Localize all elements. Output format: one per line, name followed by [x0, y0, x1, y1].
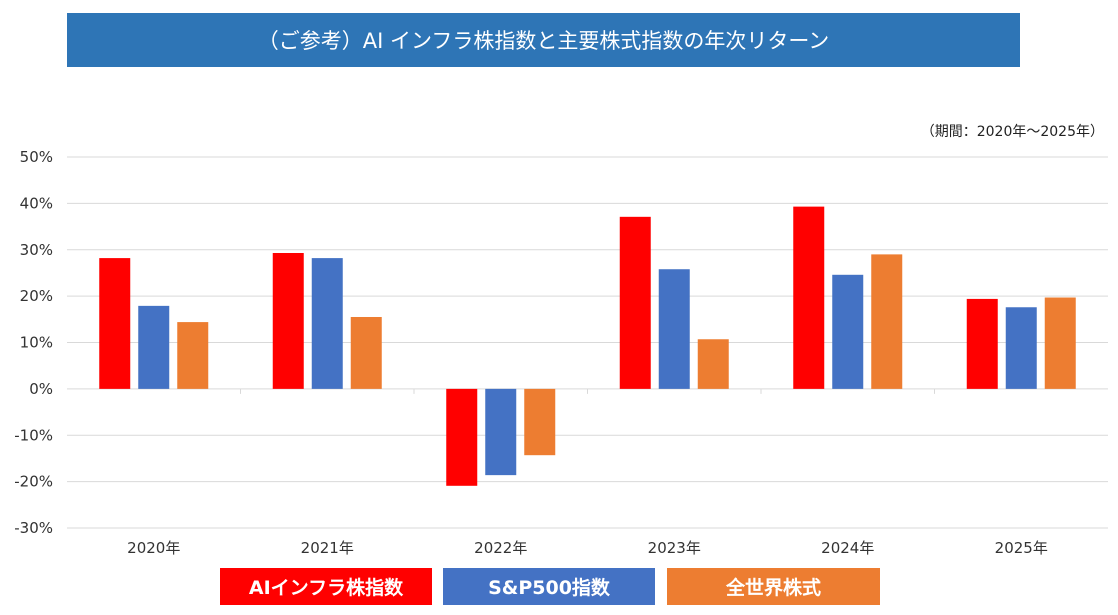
x-tick-label: 2022年: [474, 539, 527, 557]
bar: [966, 298, 998, 389]
bar: [619, 216, 651, 389]
y-tick-label: 20%: [20, 287, 53, 305]
bar: [871, 254, 903, 389]
y-tick-label: 30%: [20, 241, 53, 259]
bar: [177, 322, 209, 389]
legend-item-sp500: S&P500指数: [443, 568, 655, 605]
y-tick-label: 40%: [20, 194, 53, 212]
y-tick-label: -30%: [14, 519, 53, 537]
x-tick-label: 2021年: [301, 539, 354, 557]
bar: [524, 388, 556, 456]
bar: [446, 388, 478, 486]
x-tick-label: 2020年: [127, 539, 180, 557]
bar: [272, 252, 304, 389]
bar: [311, 258, 343, 389]
bar: [350, 316, 382, 389]
legend-item-world: 全世界株式: [667, 568, 880, 605]
legend-label-sp500: S&P500指数: [488, 577, 610, 599]
bar: [697, 339, 729, 389]
period-note: （期間：2020年～2025年）: [920, 124, 1104, 140]
bar: [1044, 297, 1076, 389]
x-tick-label: 2024年: [821, 539, 874, 557]
y-tick-label: 0%: [29, 380, 53, 398]
bar: [793, 206, 825, 389]
legend-item-ai: AIインフラ株指数: [220, 568, 432, 605]
bar: [832, 274, 864, 389]
bar: [658, 269, 690, 389]
x-tick-label: 2023年: [648, 539, 701, 557]
bar: [138, 305, 170, 389]
x-tick-label: 2025年: [995, 539, 1048, 557]
bar: [485, 388, 517, 476]
legend-label-ai: AIインフラ株指数: [248, 577, 404, 599]
y-tick-label: -10%: [14, 426, 53, 444]
y-tick-label: 10%: [20, 334, 53, 352]
legend-label-world: 全世界株式: [725, 577, 821, 599]
bar-chart: 50% 40% 30% 20% 10% 0% -10% -20% -30% 2020年 2021年 2…: [14, 148, 1108, 557]
chart-title: （ご参考）AI インフラ株指数と主要株式指数の年次リターン: [67, 13, 1020, 67]
bar: [1005, 307, 1037, 389]
y-tick-label: -20%: [14, 473, 53, 491]
bar: [99, 258, 131, 389]
y-tick-label: 50%: [20, 148, 53, 166]
